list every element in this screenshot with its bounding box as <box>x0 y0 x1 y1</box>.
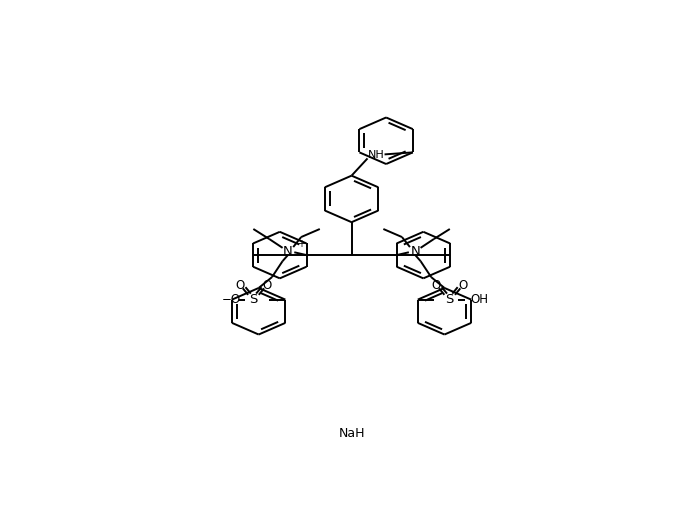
Text: O: O <box>262 279 272 292</box>
Text: OH: OH <box>470 293 488 306</box>
Text: S: S <box>249 293 258 306</box>
Text: O: O <box>431 279 441 292</box>
Text: S: S <box>445 293 454 306</box>
Text: +: + <box>297 239 305 249</box>
Text: N: N <box>410 244 420 257</box>
Text: NaH: NaH <box>338 427 365 440</box>
Text: O: O <box>235 279 245 292</box>
Text: N: N <box>283 244 293 257</box>
Text: −O: −O <box>222 293 241 306</box>
Text: NH: NH <box>368 150 384 160</box>
Text: O: O <box>458 279 468 292</box>
